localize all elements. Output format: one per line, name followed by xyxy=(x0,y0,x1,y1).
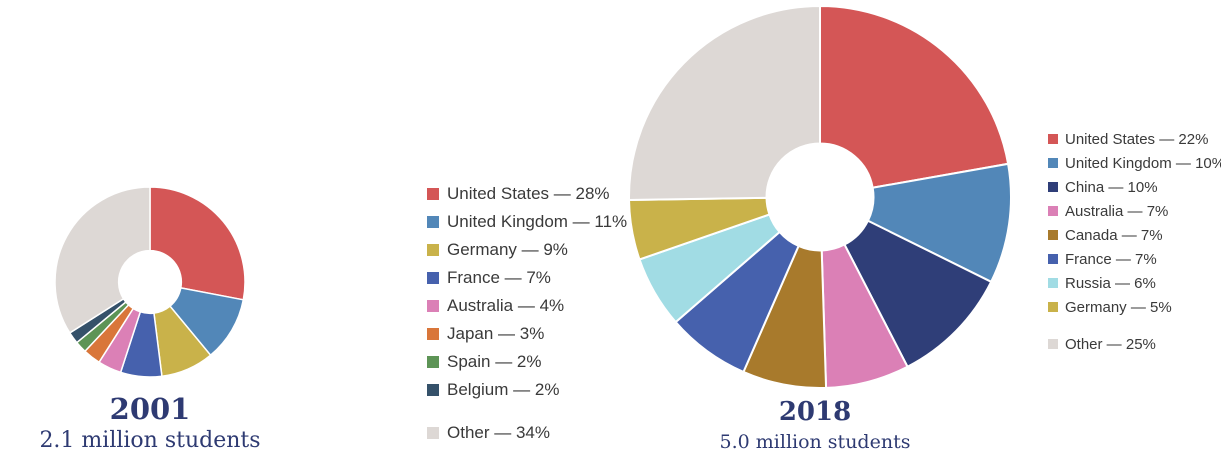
legend-label: United States — 28% xyxy=(447,184,610,203)
legend-item-china: China — 10% xyxy=(1048,175,1221,199)
slice-united-kingdom xyxy=(866,162,1012,284)
legend-2018: United States — 22% United Kingdom — 10% C… xyxy=(1048,127,1221,356)
legend-label: Germany — 5% xyxy=(1065,298,1172,316)
chart-title-2001: 2001 xyxy=(109,392,191,426)
legend-label: United Kingdom — 10% xyxy=(1065,154,1221,172)
legend-item-canada: Canada — 7% xyxy=(1048,223,1221,247)
slice-united-states xyxy=(819,4,1010,189)
legend-swatch xyxy=(1048,339,1058,349)
donut-chart-2018 xyxy=(628,4,1012,389)
legend-label: Germany — 9% xyxy=(447,240,568,259)
legend-item-germany: Germany — 5% xyxy=(1048,295,1221,319)
legend-swatch xyxy=(1048,158,1058,168)
legend-item-australia: Australia — 7% xyxy=(1048,199,1221,223)
legend-swatch xyxy=(427,300,439,312)
legend-label: France — 7% xyxy=(447,268,551,287)
legend-swatch xyxy=(1048,302,1058,312)
slice-china xyxy=(843,219,993,369)
legend-swatch xyxy=(427,188,439,200)
legend-label: Japan — 3% xyxy=(447,324,545,343)
legend-label: Canada — 7% xyxy=(1065,226,1163,244)
legend-swatch xyxy=(427,356,439,368)
slice-other xyxy=(628,4,821,202)
legend-swatch xyxy=(1048,134,1058,144)
legend-label: Australia — 4% xyxy=(447,296,565,315)
donut-chart-2001 xyxy=(54,186,246,378)
legend-label: China — 10% xyxy=(1065,178,1158,196)
legend-swatch xyxy=(427,384,439,396)
legend-swatch xyxy=(1048,278,1058,288)
chart-subtitle-2001: 2.1 million students xyxy=(39,428,261,453)
legend-swatch xyxy=(1048,230,1058,240)
legend-swatch xyxy=(427,244,439,256)
legend-swatch xyxy=(1048,182,1058,192)
legend-item-united-kingdom: United Kingdom — 10% xyxy=(1048,151,1221,175)
legend-swatch xyxy=(427,272,439,284)
legend-label: Spain — 2% xyxy=(447,352,542,371)
legend-label: United States — 22% xyxy=(1065,130,1209,148)
legend-label: Australia — 7% xyxy=(1065,202,1169,220)
legend-item-united-kingdom: United Kingdom — 11% xyxy=(427,208,627,236)
slice-united-states xyxy=(149,186,246,301)
legend-item-japan: Japan — 3% xyxy=(427,320,627,348)
legend-item-other: Other — 34% xyxy=(427,419,627,447)
slice-other xyxy=(54,186,151,334)
legend-item-australia: Australia — 4% xyxy=(427,292,627,320)
legend-swatch xyxy=(427,427,439,439)
legend-item-belgium: Belgium — 2% xyxy=(427,376,627,404)
legend-swatch xyxy=(1048,206,1058,216)
legend-item-russia: Russia — 6% xyxy=(1048,271,1221,295)
legend-label: Other — 25% xyxy=(1065,335,1156,353)
legend-label: Other — 34% xyxy=(447,423,550,442)
legend-swatch xyxy=(1048,254,1058,264)
legend-2001: United States — 28% United Kingdom — 11% G… xyxy=(427,180,627,447)
legend-item-france: France — 7% xyxy=(427,264,627,292)
chart-title-2018: 2018 xyxy=(778,397,852,427)
legend-swatch xyxy=(427,216,439,228)
legend-item-germany: Germany — 9% xyxy=(427,236,627,264)
chart-subtitle-2018: 5.0 million students xyxy=(719,431,911,453)
legend-swatch xyxy=(427,328,439,340)
legend-label: Belgium — 2% xyxy=(447,380,560,399)
legend-label: United Kingdom — 11% xyxy=(447,212,628,231)
legend-label: Russia — 6% xyxy=(1065,274,1156,292)
legend-item-france: France — 7% xyxy=(1048,247,1221,271)
legend-label: France — 7% xyxy=(1065,250,1157,268)
legend-item-united-states: United States — 22% xyxy=(1048,127,1221,151)
legend-item-spain: Spain — 2% xyxy=(427,348,627,376)
legend-item-united-states: United States — 28% xyxy=(427,180,627,208)
legend-item-other: Other — 25% xyxy=(1048,332,1221,356)
